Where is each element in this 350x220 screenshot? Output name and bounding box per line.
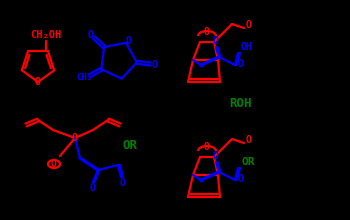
Text: ROH: ROH — [229, 97, 251, 110]
Text: O: O — [213, 151, 219, 161]
Text: O: O — [238, 174, 244, 184]
Text: O: O — [51, 159, 57, 169]
Text: O: O — [88, 30, 94, 40]
Point — [198, 63, 204, 67]
Text: O: O — [238, 59, 244, 69]
Text: O: O — [35, 77, 41, 87]
Text: OH: OH — [241, 42, 253, 52]
Text: OR: OR — [241, 157, 254, 167]
Text: O: O — [90, 183, 96, 193]
Text: O: O — [72, 133, 78, 143]
Text: O: O — [126, 36, 132, 46]
Text: O: O — [152, 59, 158, 70]
Text: CH₂: CH₂ — [77, 73, 93, 82]
Text: OR: OR — [122, 139, 138, 152]
Text: O: O — [246, 20, 252, 30]
Text: CH₂OH: CH₂OH — [30, 30, 62, 40]
Text: O: O — [204, 142, 210, 152]
Text: O: O — [213, 36, 219, 46]
Text: O: O — [120, 178, 126, 188]
Text: O: O — [204, 27, 210, 37]
Text: O: O — [246, 135, 252, 145]
Point — [198, 178, 204, 182]
